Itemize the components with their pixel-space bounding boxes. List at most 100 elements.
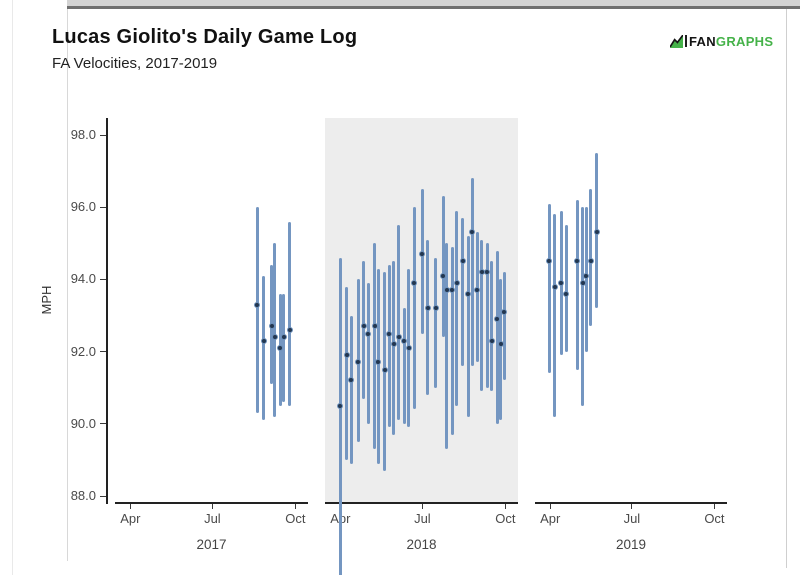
game-avg-dot	[260, 337, 267, 344]
y-tick-label: 90.0	[70, 415, 96, 431]
y-tick-mark	[100, 278, 106, 280]
velocity-range-bar	[387, 264, 391, 428]
y-tick-mark	[100, 423, 106, 425]
x-tick-mark	[549, 504, 551, 509]
game-avg-dot	[390, 341, 397, 348]
velocity-range-bar	[376, 268, 380, 464]
fangraphs-chart-icon	[669, 33, 684, 48]
y-tick-label: 94.0	[70, 271, 96, 287]
year-label-2019: 2019	[615, 537, 647, 552]
game-avg-dot	[386, 330, 393, 337]
x-tick-mark	[631, 504, 633, 509]
velocity-range-bar	[345, 286, 349, 460]
velocity-range-bar	[564, 225, 568, 352]
game-avg-dot	[401, 337, 408, 344]
game-avg-dot	[494, 316, 501, 323]
velocity-range-bar	[282, 293, 286, 403]
velocity-range-bar	[499, 279, 503, 421]
y-tick-label: 92.0	[70, 343, 96, 359]
velocity-range-bar	[362, 261, 366, 399]
game-avg-dot	[574, 258, 581, 265]
x-tick-mark	[504, 504, 506, 509]
game-avg-dot	[474, 287, 481, 294]
game-avg-dot	[484, 269, 491, 276]
game-avg-dot	[360, 323, 367, 330]
velocity-range-bar	[373, 243, 377, 450]
velocity-range-bar	[255, 207, 259, 413]
game-avg-dot	[497, 341, 504, 348]
game-avg-dot	[395, 334, 402, 341]
logo-divider	[685, 35, 687, 47]
game-avg-dot	[365, 330, 372, 337]
x-tick-label: Jul	[623, 511, 641, 526]
game-avg-dot	[337, 402, 344, 409]
game-avg-dot	[459, 258, 466, 265]
x-tick-label: Oct	[495, 511, 516, 526]
x-tick-label: Jul	[414, 511, 431, 526]
x-tick-label: Oct	[704, 511, 725, 526]
y-tick-mark	[100, 351, 106, 353]
game-avg-dot	[453, 280, 460, 286]
y-tick-label: 96.0	[70, 199, 96, 215]
velocity-range-bar	[553, 214, 557, 417]
x-tick-mark	[294, 504, 296, 509]
game-avg-dot	[593, 229, 600, 236]
game-avg-dot	[587, 258, 594, 265]
game-avg-dot	[579, 280, 586, 286]
y-tick-label: 98.0	[70, 127, 96, 142]
velocity-range-bar	[349, 315, 353, 464]
chart-title: Lucas Giolito's Daily Game Log	[52, 26, 358, 48]
x-tick-label: Apr	[120, 511, 141, 526]
game-avg-dot	[348, 377, 355, 384]
game-avg-dot	[343, 352, 350, 359]
velocity-range-bar	[402, 308, 406, 424]
y-tick-mark	[100, 134, 106, 136]
velocity-range-bar	[581, 207, 585, 406]
x-tick-mark	[713, 504, 715, 509]
velocity-range-bar	[445, 243, 449, 450]
game-avg-dot	[501, 308, 508, 315]
x-tick-mark	[129, 504, 131, 509]
y-tick-mark	[100, 495, 106, 497]
game-avg-dot	[583, 272, 590, 279]
velocity-range-bar	[490, 261, 494, 392]
logo-text-graphs: GRAPHS	[715, 33, 774, 49]
window-top-edge	[67, 0, 800, 9]
velocity-range-bar	[584, 207, 588, 352]
velocity-range-bar	[547, 203, 551, 374]
velocity-range-bar	[426, 239, 430, 395]
velocity-range-bar	[502, 272, 506, 381]
fangraphs-logo[interactable]: FAN GRAPHS	[669, 33, 774, 49]
chart-subtitle: FA Velocities, 2017-2019	[52, 55, 218, 72]
game-avg-dot	[424, 305, 431, 312]
y-tick-mark	[100, 206, 106, 208]
velocity-range-bar	[420, 189, 424, 334]
velocity-range-bar	[338, 257, 342, 575]
velocity-range-bar	[480, 239, 484, 392]
x-axis-line-2017	[115, 502, 308, 504]
velocity-range-bar	[485, 243, 489, 388]
game-avg-dot	[411, 280, 418, 286]
game-avg-dot	[355, 359, 362, 366]
velocity-range-bar	[589, 189, 593, 327]
game-avg-dot	[546, 258, 553, 265]
game-avg-dot	[449, 287, 456, 294]
velocity-range-bar	[466, 236, 470, 417]
game-avg-dot	[469, 229, 475, 236]
velocity-range-bar	[575, 199, 579, 370]
x-tick-mark	[211, 504, 213, 509]
velocity-range-bar	[470, 178, 474, 367]
y-tick-label: 88.0	[70, 488, 96, 503]
velocity-range-bar	[397, 225, 401, 421]
game-avg-dot	[551, 283, 558, 290]
game-avg-dot	[465, 290, 472, 297]
velocity-range-bar	[455, 210, 459, 406]
game-avg-dot	[277, 344, 284, 351]
game-avg-dot	[268, 323, 275, 330]
x-axis-line-2019	[535, 502, 727, 504]
y-axis-title: MPH	[39, 285, 54, 315]
game-avg-dot	[375, 359, 382, 366]
year-label-2017: 2017	[196, 537, 227, 552]
velocity-range-bar	[273, 243, 277, 417]
x-tick-label: Oct	[285, 511, 306, 526]
